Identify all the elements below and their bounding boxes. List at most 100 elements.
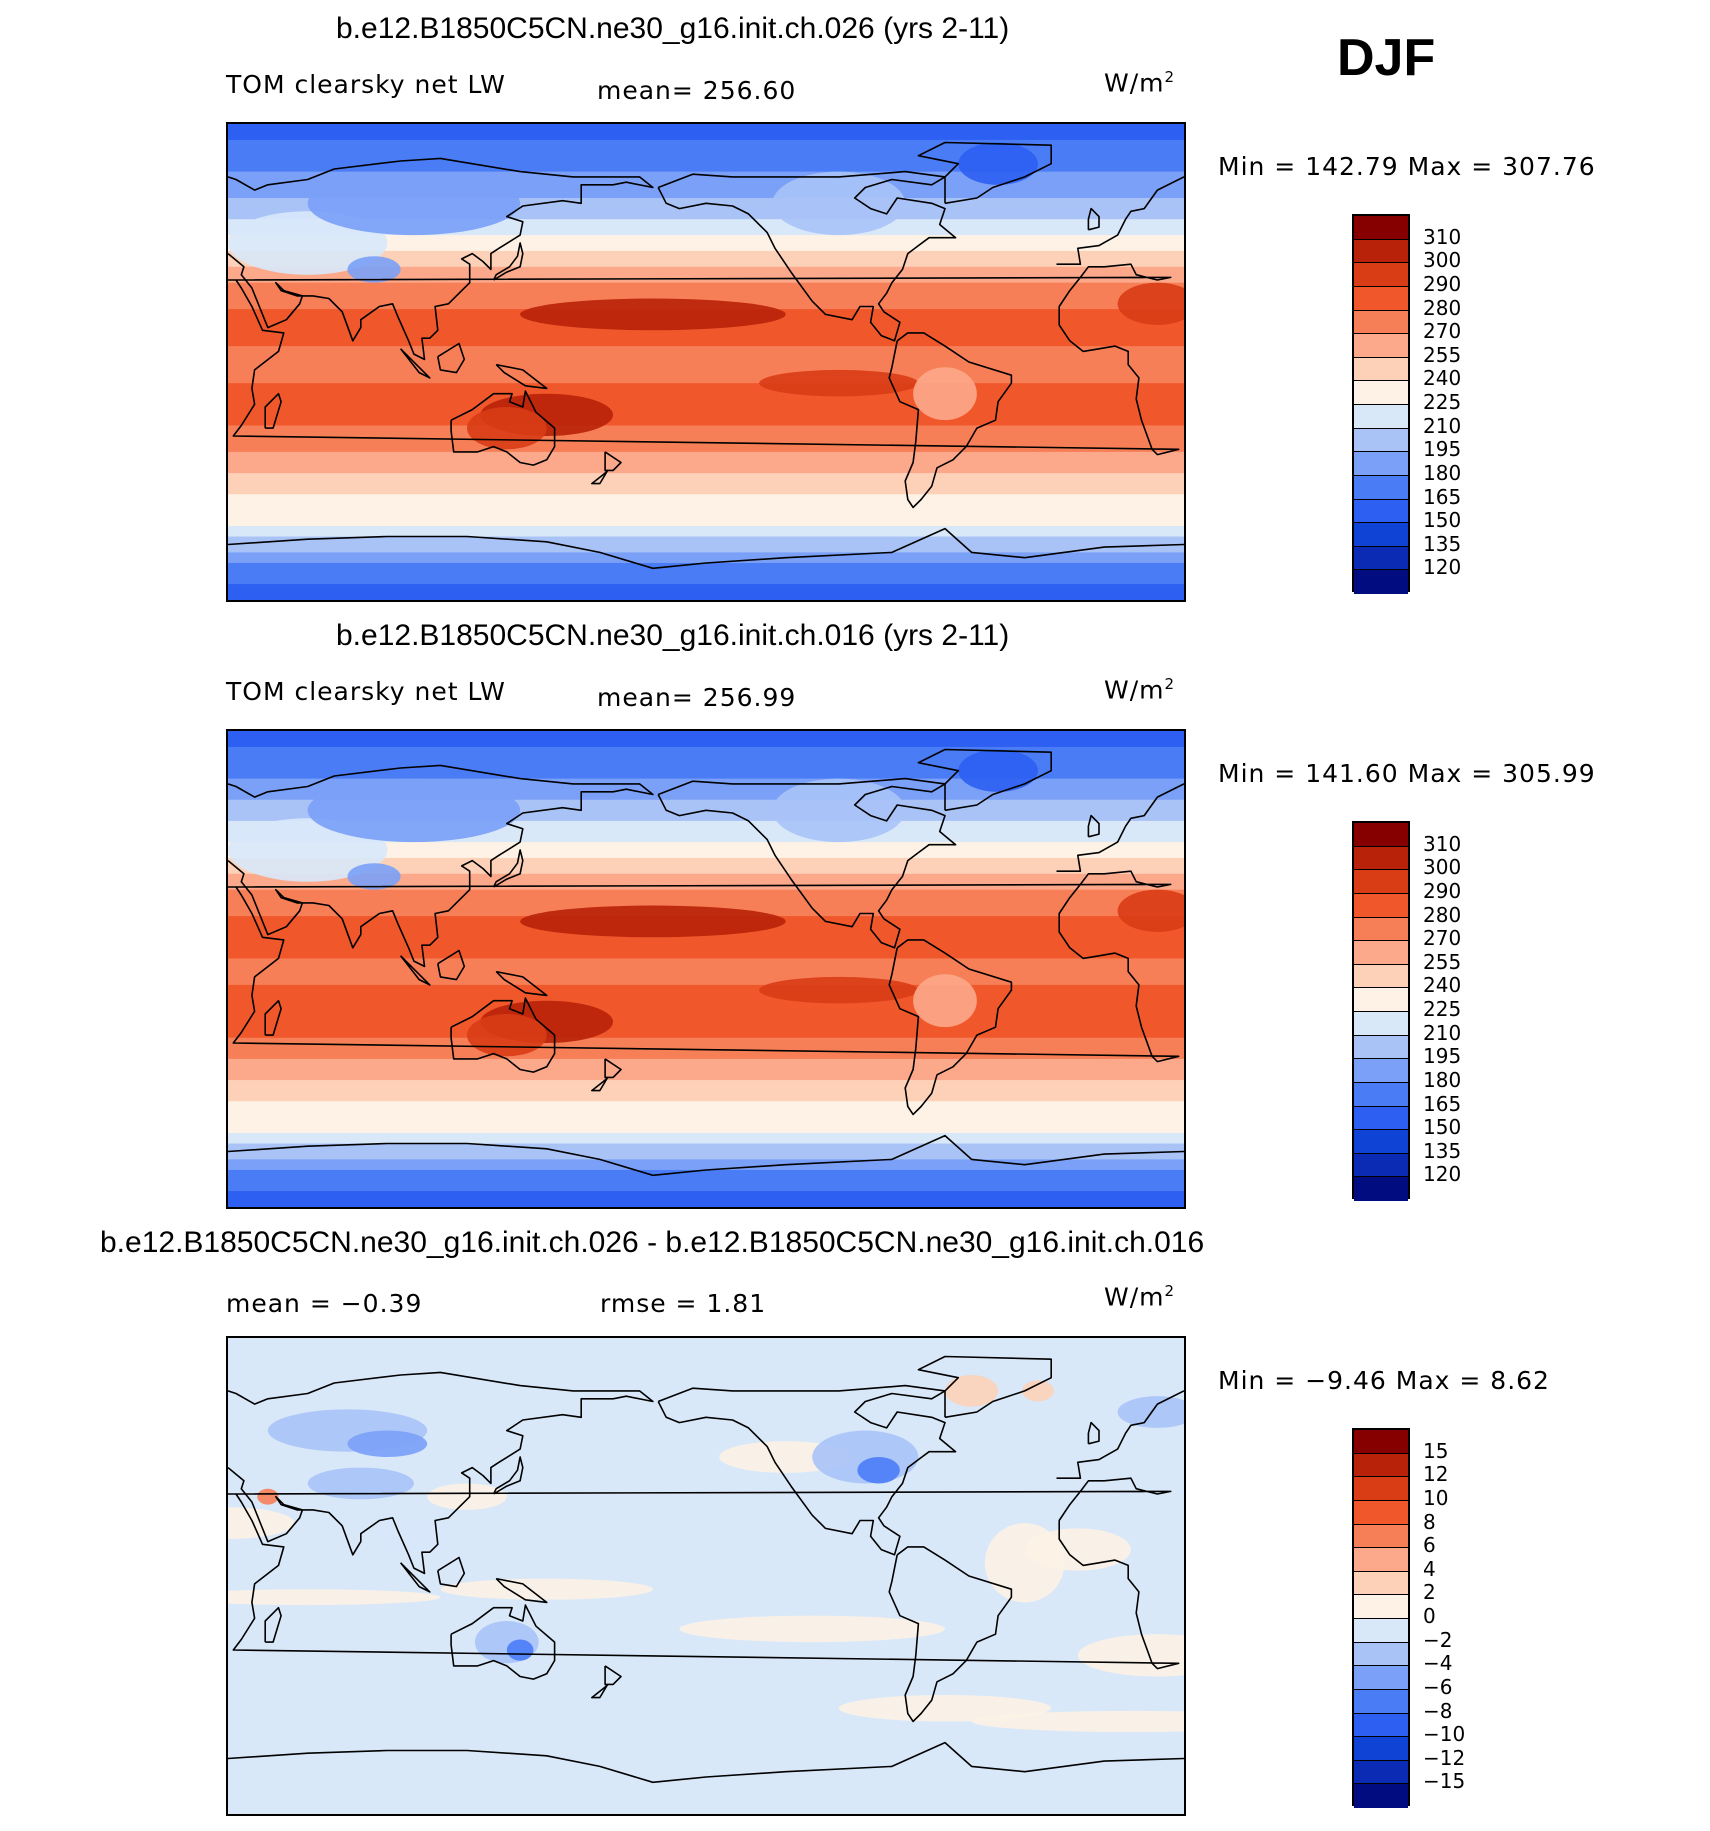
colorbar-segment bbox=[1354, 1666, 1408, 1690]
colorbar-tick-label: 180 bbox=[1423, 1067, 1462, 1092]
field-feature bbox=[913, 367, 977, 421]
zonal-band bbox=[228, 1037, 1184, 1044]
colorbar-segment bbox=[1354, 1571, 1408, 1596]
coastline bbox=[437, 342, 466, 374]
zonal-band bbox=[228, 277, 1184, 284]
zonal-band bbox=[228, 219, 1184, 226]
panel-2-mean-label: mean= 256.99 bbox=[597, 683, 797, 712]
zonal-band bbox=[228, 868, 1184, 875]
zonal-band bbox=[228, 847, 1184, 854]
zonal-band bbox=[228, 451, 1184, 458]
zonal-band bbox=[228, 820, 1184, 827]
colorbar-segment bbox=[1354, 357, 1408, 382]
zonal-band bbox=[228, 573, 1184, 580]
coastline bbox=[450, 390, 556, 466]
colorbar-tick-label: 150 bbox=[1423, 508, 1462, 533]
colorbar-tick-label: 2 bbox=[1423, 1580, 1436, 1605]
zonal-band bbox=[228, 783, 1184, 790]
coastline bbox=[264, 1606, 282, 1643]
anomaly-feature bbox=[857, 1457, 900, 1484]
colorbar-segment bbox=[1354, 452, 1408, 476]
colorbar-tick-label: −6 bbox=[1423, 1674, 1453, 1699]
zonal-band bbox=[228, 145, 1184, 152]
zonal-band bbox=[228, 799, 1184, 806]
zonal-band bbox=[228, 393, 1184, 400]
zonal-band bbox=[228, 1111, 1184, 1118]
zonal-band bbox=[228, 488, 1184, 495]
zonal-band bbox=[228, 826, 1184, 833]
coastline bbox=[437, 1556, 466, 1588]
field-feature bbox=[759, 976, 919, 1004]
colorbar-segment bbox=[1354, 381, 1408, 405]
coastline bbox=[917, 748, 1053, 812]
zonal-band bbox=[228, 541, 1184, 548]
zonal-band bbox=[228, 831, 1184, 838]
anomaly-feature bbox=[440, 1578, 653, 1600]
colorbar-tick-label: −15 bbox=[1423, 1769, 1466, 1794]
zonal-band bbox=[228, 134, 1184, 141]
zonal-band bbox=[228, 494, 1184, 501]
zonal-band bbox=[228, 958, 1184, 965]
zonal-band bbox=[228, 963, 1184, 970]
coastline bbox=[264, 392, 282, 429]
colorbar-tick-label: 210 bbox=[1423, 1020, 1462, 1045]
colorbar-tick-label: 10 bbox=[1423, 1485, 1449, 1510]
zonal-band bbox=[228, 229, 1184, 236]
zonal-band bbox=[228, 995, 1184, 1002]
colorbar-tick-label: 150 bbox=[1423, 1115, 1462, 1140]
zonal-band bbox=[228, 203, 1184, 210]
field-feature bbox=[520, 905, 786, 938]
zonal-band bbox=[228, 762, 1184, 769]
panel-1-title: b.e12.B1850C5CN.ne30_g16.init.ch.026 (yr… bbox=[336, 12, 1010, 45]
coastline bbox=[228, 870, 1180, 1063]
zonal-band bbox=[228, 789, 1184, 796]
zonal-band bbox=[228, 293, 1184, 300]
zonal-band bbox=[228, 462, 1184, 469]
field-feature bbox=[307, 171, 521, 236]
zonal-band bbox=[228, 124, 1184, 130]
colorbar-segment bbox=[1354, 941, 1408, 965]
coastline bbox=[604, 1665, 622, 1686]
zonal-band bbox=[228, 436, 1184, 442]
zonal-band bbox=[228, 1159, 1184, 1166]
zonal-band bbox=[228, 483, 1184, 490]
anomaly-feature bbox=[228, 1589, 441, 1606]
colorbar-tick-label: 225 bbox=[1423, 390, 1462, 414]
anomaly-feature bbox=[971, 1710, 1184, 1733]
zonal-band bbox=[228, 1154, 1184, 1160]
zonal-band bbox=[228, 752, 1184, 759]
colorbar-tick-label: 300 bbox=[1423, 855, 1462, 880]
zonal-band bbox=[228, 1101, 1184, 1108]
colorbar-tick-label: 8 bbox=[1423, 1509, 1436, 1534]
zonal-band bbox=[228, 1016, 1184, 1023]
colorbar-segment bbox=[1354, 1453, 1408, 1478]
zonal-band bbox=[228, 1006, 1184, 1012]
zonal-band bbox=[228, 1085, 1184, 1092]
colorbar-segment bbox=[1354, 216, 1408, 240]
zonal-band bbox=[228, 1080, 1184, 1086]
zonal-band bbox=[228, 192, 1184, 199]
colorbar-tick-label: 135 bbox=[1423, 531, 1462, 556]
colorbar-segment bbox=[1354, 263, 1408, 287]
panel-1-variable-label: TOM clearsky net LW bbox=[226, 70, 506, 99]
zonal-band bbox=[228, 1095, 1184, 1102]
zonal-band bbox=[228, 515, 1184, 522]
zonal-band bbox=[228, 161, 1184, 167]
panel-2-variable-label: TOM clearsky net LW bbox=[226, 677, 506, 706]
anomaly-feature bbox=[945, 1375, 999, 1407]
field-feature bbox=[347, 256, 401, 283]
coastline bbox=[604, 451, 622, 472]
colorbar-tick-label: 0 bbox=[1423, 1604, 1436, 1628]
zonal-band bbox=[228, 557, 1184, 564]
zonal-band bbox=[228, 399, 1184, 405]
colorbar-segment bbox=[1354, 239, 1408, 264]
zonal-band bbox=[228, 467, 1184, 474]
zonal-band bbox=[228, 235, 1184, 241]
zonal-band bbox=[228, 261, 1184, 268]
colorbar-tick-label: 120 bbox=[1423, 1162, 1462, 1187]
coastline bbox=[657, 1384, 957, 1556]
zonal-band bbox=[228, 547, 1184, 553]
panel-1-units: W/m2 bbox=[1104, 68, 1176, 98]
zonal-band bbox=[228, 773, 1184, 780]
zonal-band bbox=[228, 414, 1184, 421]
